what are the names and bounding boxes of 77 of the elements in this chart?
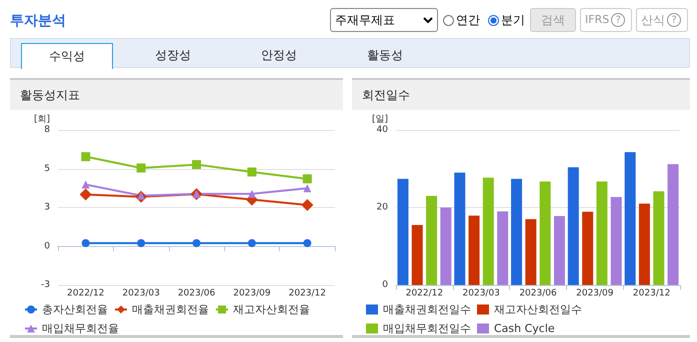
point bbox=[82, 239, 90, 248]
legend-label: 재고자산회전일수 bbox=[494, 303, 582, 316]
legend-label: 매출채권회전율 bbox=[132, 303, 209, 316]
y-tick-label: 0 bbox=[382, 280, 388, 290]
x-tick-label: 2023/06 bbox=[178, 288, 216, 298]
bar bbox=[668, 164, 679, 285]
x-tick-label: 2023/03 bbox=[122, 288, 160, 298]
bar bbox=[568, 167, 579, 285]
bar bbox=[440, 208, 452, 285]
y-axis-title: [일] bbox=[372, 114, 388, 124]
point bbox=[301, 199, 314, 212]
legend-label: 매입채무회전일수 bbox=[383, 322, 471, 335]
bar bbox=[638, 204, 650, 285]
bar bbox=[554, 216, 565, 285]
text: IFRS bbox=[585, 12, 610, 28]
bar bbox=[397, 178, 408, 285]
text: 연간 bbox=[456, 12, 480, 29]
point bbox=[136, 163, 146, 172]
text: 활동성 bbox=[366, 47, 404, 64]
legend-label: 재고자산회전율 bbox=[233, 303, 310, 316]
bar bbox=[412, 224, 423, 285]
bar bbox=[482, 178, 494, 285]
bar bbox=[525, 219, 536, 285]
help-icon: ? bbox=[667, 13, 681, 27]
bar bbox=[610, 197, 622, 285]
x-tick-label: 2023/12 bbox=[632, 288, 670, 298]
chart-title: 활동성지표 bbox=[10, 80, 343, 110]
x-tick-label: 2023/12 bbox=[288, 288, 326, 298]
y-tick-label: 3 bbox=[44, 202, 50, 212]
text: 검색 bbox=[530, 8, 576, 32]
bar bbox=[582, 212, 594, 285]
bar bbox=[454, 172, 466, 285]
bar bbox=[653, 191, 664, 285]
y-axis-title: [회] bbox=[34, 114, 50, 124]
bar bbox=[511, 178, 522, 285]
x-tick-label: 2023/03 bbox=[462, 288, 500, 298]
legend-label: Cash Cycle bbox=[494, 322, 555, 335]
text: 안정성 bbox=[260, 47, 298, 64]
x-tick-label: 2023/06 bbox=[519, 288, 557, 298]
point bbox=[80, 188, 92, 200]
text: 성장성 bbox=[154, 47, 192, 64]
bar bbox=[624, 152, 636, 285]
bar bbox=[596, 182, 608, 285]
bar bbox=[540, 182, 551, 285]
text: 산식 bbox=[641, 12, 665, 29]
point bbox=[247, 168, 256, 177]
point bbox=[82, 180, 90, 189]
y-tick-label: -3 bbox=[41, 280, 50, 290]
y-tick-label: 0 bbox=[44, 241, 50, 252]
legend-label: 총자산회전율 bbox=[42, 303, 108, 316]
point bbox=[248, 239, 256, 248]
bar bbox=[468, 216, 480, 285]
x-tick-label: 2023/09 bbox=[576, 288, 614, 298]
point bbox=[303, 184, 312, 192]
text: 분기 bbox=[501, 12, 525, 29]
point bbox=[81, 152, 90, 162]
y-tick-label: 40 bbox=[376, 125, 388, 135]
help-icon: ? bbox=[611, 13, 626, 27]
point bbox=[137, 239, 146, 248]
x-tick-label: 2022/12 bbox=[67, 288, 104, 298]
legend-label: 매출채권회전일수 bbox=[383, 303, 471, 316]
chart-title: 회전일수 bbox=[352, 80, 690, 110]
x-tick-label: 2022/12 bbox=[406, 288, 444, 298]
y-tick-label: 8 bbox=[44, 125, 50, 135]
bar bbox=[426, 196, 438, 285]
text: 투자분석 bbox=[10, 12, 66, 30]
point bbox=[302, 174, 312, 184]
legend-label: 매입채무회전율 bbox=[42, 322, 119, 335]
point bbox=[248, 190, 256, 198]
point bbox=[303, 239, 312, 248]
text: 주재무제표 bbox=[335, 12, 395, 29]
point bbox=[192, 160, 201, 170]
y-tick-label: 20 bbox=[376, 202, 388, 212]
bar bbox=[497, 211, 508, 285]
point bbox=[192, 239, 200, 248]
x-tick-label: 2023/09 bbox=[233, 288, 271, 298]
y-tick-label: 5 bbox=[44, 164, 50, 174]
